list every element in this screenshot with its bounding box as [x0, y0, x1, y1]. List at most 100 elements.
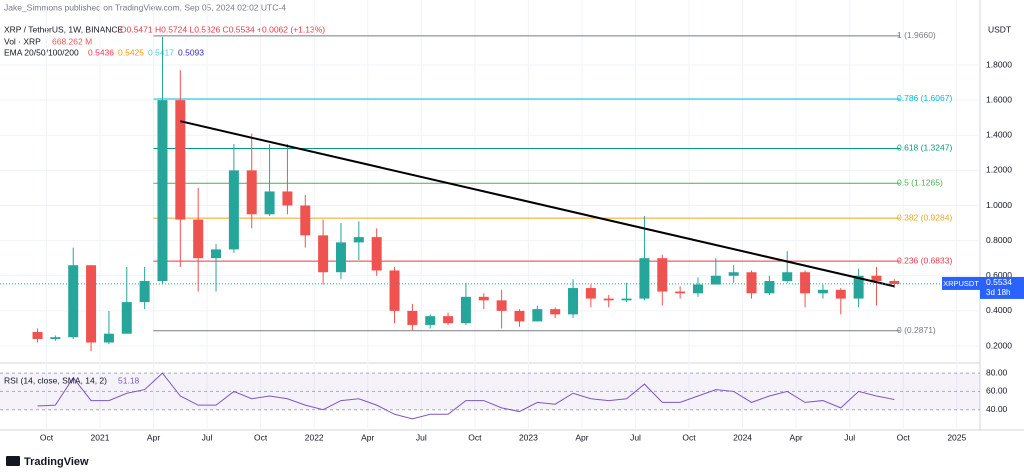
x-tick-label: Jul [202, 432, 213, 442]
candle-body [32, 331, 43, 339]
x-tick-label: 2022 [305, 432, 324, 442]
candle-body [407, 310, 418, 325]
fib-label: 0.382 (0.9284) [897, 212, 952, 222]
x-tick-label: Jul [416, 432, 427, 442]
x-tick-label: Apr [361, 432, 374, 442]
candle-body [782, 272, 793, 282]
candle-body [621, 298, 632, 301]
candle-body [50, 337, 61, 339]
ema-label: EMA 20/50/100/200 [4, 47, 79, 57]
symbol: XRP / TetherUS, 1W, BINANCE [4, 24, 124, 34]
candle-body [353, 237, 364, 243]
y-tick-label: 1.8000 [986, 59, 1012, 69]
candle-body [710, 275, 721, 285]
candle-body [639, 258, 650, 299]
ohlc: O0.5471 H0.5724 L0.5326 C0.5534 +0.0062 … [120, 24, 325, 34]
x-tick-label: 2025 [947, 432, 966, 442]
ticker-tag [942, 276, 980, 290]
ema-value: 0.5425 [118, 47, 144, 57]
candle-body [103, 333, 114, 343]
candle-body [764, 281, 775, 294]
candle-body [532, 309, 543, 322]
rsi-last: 51.18 [118, 375, 140, 385]
currency: USDT [988, 24, 1011, 34]
fib-label: 1 (1.9660) [897, 30, 936, 40]
x-tick-label: Oct [897, 432, 911, 442]
candle-body [478, 296, 489, 301]
y-tick-label: 60.00 [986, 386, 1008, 396]
candle-body [300, 205, 311, 236]
candle-body [657, 258, 668, 292]
candle-body [318, 235, 329, 273]
x-tick-label: Oct [254, 432, 268, 442]
y-tick-label: 40.00 [986, 404, 1008, 414]
y-tick-label: 0.8000 [986, 235, 1012, 245]
candle-body [728, 272, 739, 276]
y-tick-label: 0.4000 [986, 305, 1012, 315]
y-tick-label: 1.6000 [986, 94, 1012, 104]
x-tick-label: Jul [844, 432, 855, 442]
y-tick-label: 0.2000 [986, 340, 1012, 350]
ticker-tag-text: XRPUSDT [943, 279, 979, 288]
candle-body [692, 284, 703, 294]
candle-body [550, 309, 561, 315]
logo [6, 456, 20, 466]
x-tick-label: Oct [40, 432, 54, 442]
candle-body [871, 275, 882, 282]
vol-label: Vol · XRP [4, 36, 41, 46]
candle-body [335, 242, 346, 273]
candle-body [568, 288, 579, 315]
y-tick-label: 80.00 [986, 367, 1008, 377]
candle-body [228, 170, 239, 250]
x-tick-label: 2023 [519, 432, 538, 442]
x-tick-label: Apr [147, 432, 160, 442]
candle-body [817, 289, 828, 294]
countdown: 3d 18h [986, 288, 1010, 297]
candle-body [425, 316, 436, 325]
candle-body [264, 191, 275, 215]
candle-body [496, 300, 507, 311]
last-price: 0.5534 [986, 277, 1012, 287]
candle-body [889, 281, 900, 284]
candle-body [139, 281, 150, 303]
candle-body [585, 288, 596, 299]
y-tick-label: 1.4000 [986, 130, 1012, 140]
candle-body [211, 249, 222, 259]
candle-body [746, 272, 757, 294]
candle-body [675, 291, 686, 294]
candle-body [121, 302, 132, 334]
fib-label: 0.786 (1.6067) [897, 93, 952, 103]
x-tick-label: Jul [630, 432, 641, 442]
candle-body [371, 237, 382, 271]
x-tick-label: Apr [575, 432, 588, 442]
candle-body [175, 100, 186, 220]
x-tick-label: Oct [682, 432, 696, 442]
candle-body [460, 296, 471, 324]
candle-body [282, 191, 293, 206]
y-tick-label: 1.0000 [986, 200, 1012, 210]
last-price-tag [980, 276, 1024, 299]
rsi-line [37, 372, 895, 420]
candle-body [389, 270, 400, 311]
trendline [180, 120, 895, 288]
footer-brand: TradingView [24, 456, 89, 468]
candle-body [193, 219, 204, 259]
candle-body [835, 289, 846, 299]
candle-body [800, 272, 811, 294]
fib-label: 0.618 (1.3247) [897, 143, 952, 153]
candle-body [68, 265, 79, 338]
candle-body [443, 316, 454, 324]
fib-label: 0.236 (0.6833) [897, 255, 952, 265]
vol-value: 668.262 M [52, 36, 92, 46]
publisher: Jake_Simmons published on TradingView.co… [4, 2, 286, 12]
candle-body [514, 310, 525, 322]
ema-value: 0.5417 [148, 47, 174, 57]
x-tick-label: Apr [790, 432, 803, 442]
x-tick-label: Oct [468, 432, 482, 442]
fib-label: 0 (0.2871) [897, 325, 936, 335]
rsi-name: RSI (14, close, SMA, 14, 2) [4, 375, 107, 385]
footer [0, 448, 1024, 473]
x-tick-label: 2021 [91, 432, 110, 442]
